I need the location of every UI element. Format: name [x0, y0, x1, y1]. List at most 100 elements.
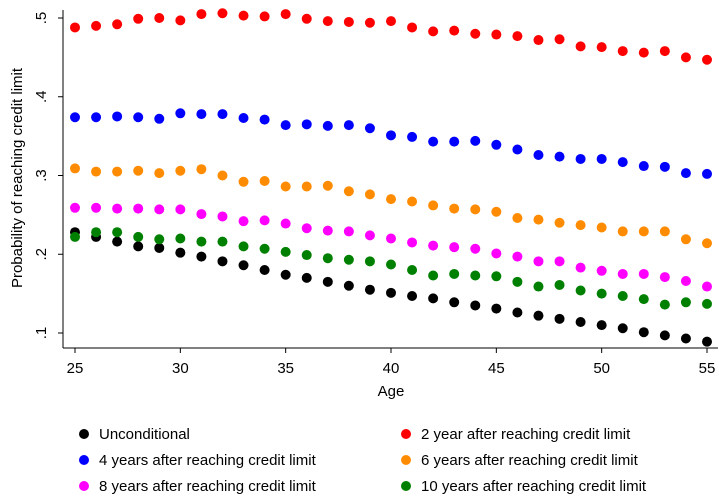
- point-series-3: [428, 200, 439, 211]
- point-series-4: [259, 215, 270, 226]
- point-series-4: [659, 272, 670, 283]
- legend-marker: [401, 429, 411, 439]
- point-series-5: [659, 299, 670, 310]
- point-series-4: [386, 233, 396, 244]
- point-series-0: [617, 323, 628, 334]
- point-series-2: [280, 120, 291, 131]
- point-series-1: [596, 42, 607, 53]
- plot-area: .1 .2 .3 .4 .5 25 30 35 40 45 50 55: [33, 8, 718, 377]
- point-series-0: [154, 242, 165, 253]
- point-series-5: [512, 276, 523, 287]
- point-series-1: [259, 11, 270, 22]
- x-tick-label: 35: [277, 360, 294, 377]
- point-series-4: [91, 202, 102, 213]
- point-series-0: [638, 327, 649, 338]
- legend: Unconditional 2 year after reaching credi…: [79, 426, 647, 495]
- legend-label: 4 years after reaching credit limit: [99, 452, 317, 469]
- point-series-5: [428, 270, 439, 281]
- legend-marker: [401, 455, 411, 465]
- point-series-5: [638, 294, 649, 305]
- y-axis-ticks: .1 .2 .3 .4 .5: [33, 12, 63, 340]
- legend-item: 6 years after reaching credit limit: [401, 452, 639, 469]
- point-series-1: [301, 13, 312, 24]
- point-series-1: [470, 28, 481, 39]
- point-series-3: [154, 168, 165, 179]
- point-series-3: [702, 238, 712, 249]
- legend-item: 10 years after reaching credit limit: [401, 478, 647, 495]
- point-series-2: [196, 109, 207, 120]
- point-series-1: [659, 46, 670, 57]
- point-series-5: [133, 231, 144, 242]
- point-series-2: [133, 112, 144, 123]
- point-series-2: [238, 113, 249, 124]
- point-series-0: [217, 256, 228, 267]
- legend-marker: [79, 429, 89, 439]
- point-series-1: [217, 8, 228, 19]
- point-series-4: [470, 243, 481, 254]
- point-series-1: [449, 25, 460, 36]
- point-series-1: [322, 16, 333, 27]
- point-series-4: [322, 225, 333, 236]
- point-series-1: [575, 41, 586, 52]
- point-series-0: [280, 269, 291, 280]
- point-series-3: [680, 234, 691, 245]
- x-tick-label: 50: [593, 360, 610, 377]
- legend-label: 2 year after reaching credit limit: [421, 426, 631, 443]
- point-series-4: [70, 202, 80, 213]
- point-series-1: [702, 54, 712, 65]
- point-series-3: [322, 180, 333, 191]
- point-series-0: [533, 310, 544, 321]
- y-tick-label: .4: [33, 90, 50, 103]
- point-series-0: [596, 320, 607, 331]
- point-series-0: [702, 336, 712, 347]
- point-series-3: [617, 226, 628, 237]
- y-tick-label: .1: [33, 327, 50, 340]
- point-series-5: [91, 227, 102, 238]
- point-series-1: [512, 31, 523, 42]
- point-series-1: [70, 22, 80, 33]
- point-series-1: [196, 9, 207, 20]
- point-series-5: [617, 290, 628, 301]
- point-series-5: [407, 265, 418, 275]
- point-series-0: [322, 276, 333, 287]
- legend-marker: [79, 455, 89, 465]
- point-series-1: [407, 22, 418, 33]
- point-series-2: [512, 144, 523, 155]
- point-series-5: [575, 285, 586, 296]
- point-series-3: [554, 217, 565, 228]
- point-series-4: [301, 223, 312, 234]
- point-series-0: [386, 287, 396, 298]
- point-series-4: [217, 211, 228, 222]
- point-series-3: [659, 226, 670, 237]
- legend-marker: [401, 481, 411, 491]
- point-series-0: [407, 290, 418, 301]
- legend-item: 4 years after reaching credit limit: [79, 452, 317, 469]
- point-series-4: [407, 237, 418, 248]
- point-series-0: [301, 272, 312, 283]
- point-series-3: [364, 189, 375, 200]
- point-series-1: [533, 35, 544, 46]
- point-series-4: [449, 242, 460, 253]
- point-series-3: [217, 170, 228, 181]
- point-series-3: [470, 204, 481, 215]
- point-series-3: [575, 220, 586, 231]
- point-series-0: [259, 265, 270, 275]
- legend-label: 8 years after reaching credit limit: [99, 478, 317, 495]
- point-series-3: [196, 164, 207, 175]
- point-series-4: [196, 209, 207, 220]
- point-series-1: [91, 20, 102, 31]
- point-series-3: [491, 206, 502, 217]
- point-series-3: [112, 166, 123, 177]
- point-series-0: [175, 247, 186, 258]
- point-series-4: [617, 268, 628, 279]
- point-series-5: [533, 281, 544, 292]
- point-series-5: [491, 271, 502, 282]
- point-series-3: [175, 165, 186, 176]
- point-series-2: [343, 120, 354, 131]
- point-series-3: [638, 226, 649, 237]
- point-series-0: [680, 333, 691, 344]
- legend-label: Unconditional: [99, 426, 190, 443]
- point-series-0: [112, 236, 123, 247]
- point-series-3: [301, 181, 312, 192]
- point-series-1: [364, 17, 375, 28]
